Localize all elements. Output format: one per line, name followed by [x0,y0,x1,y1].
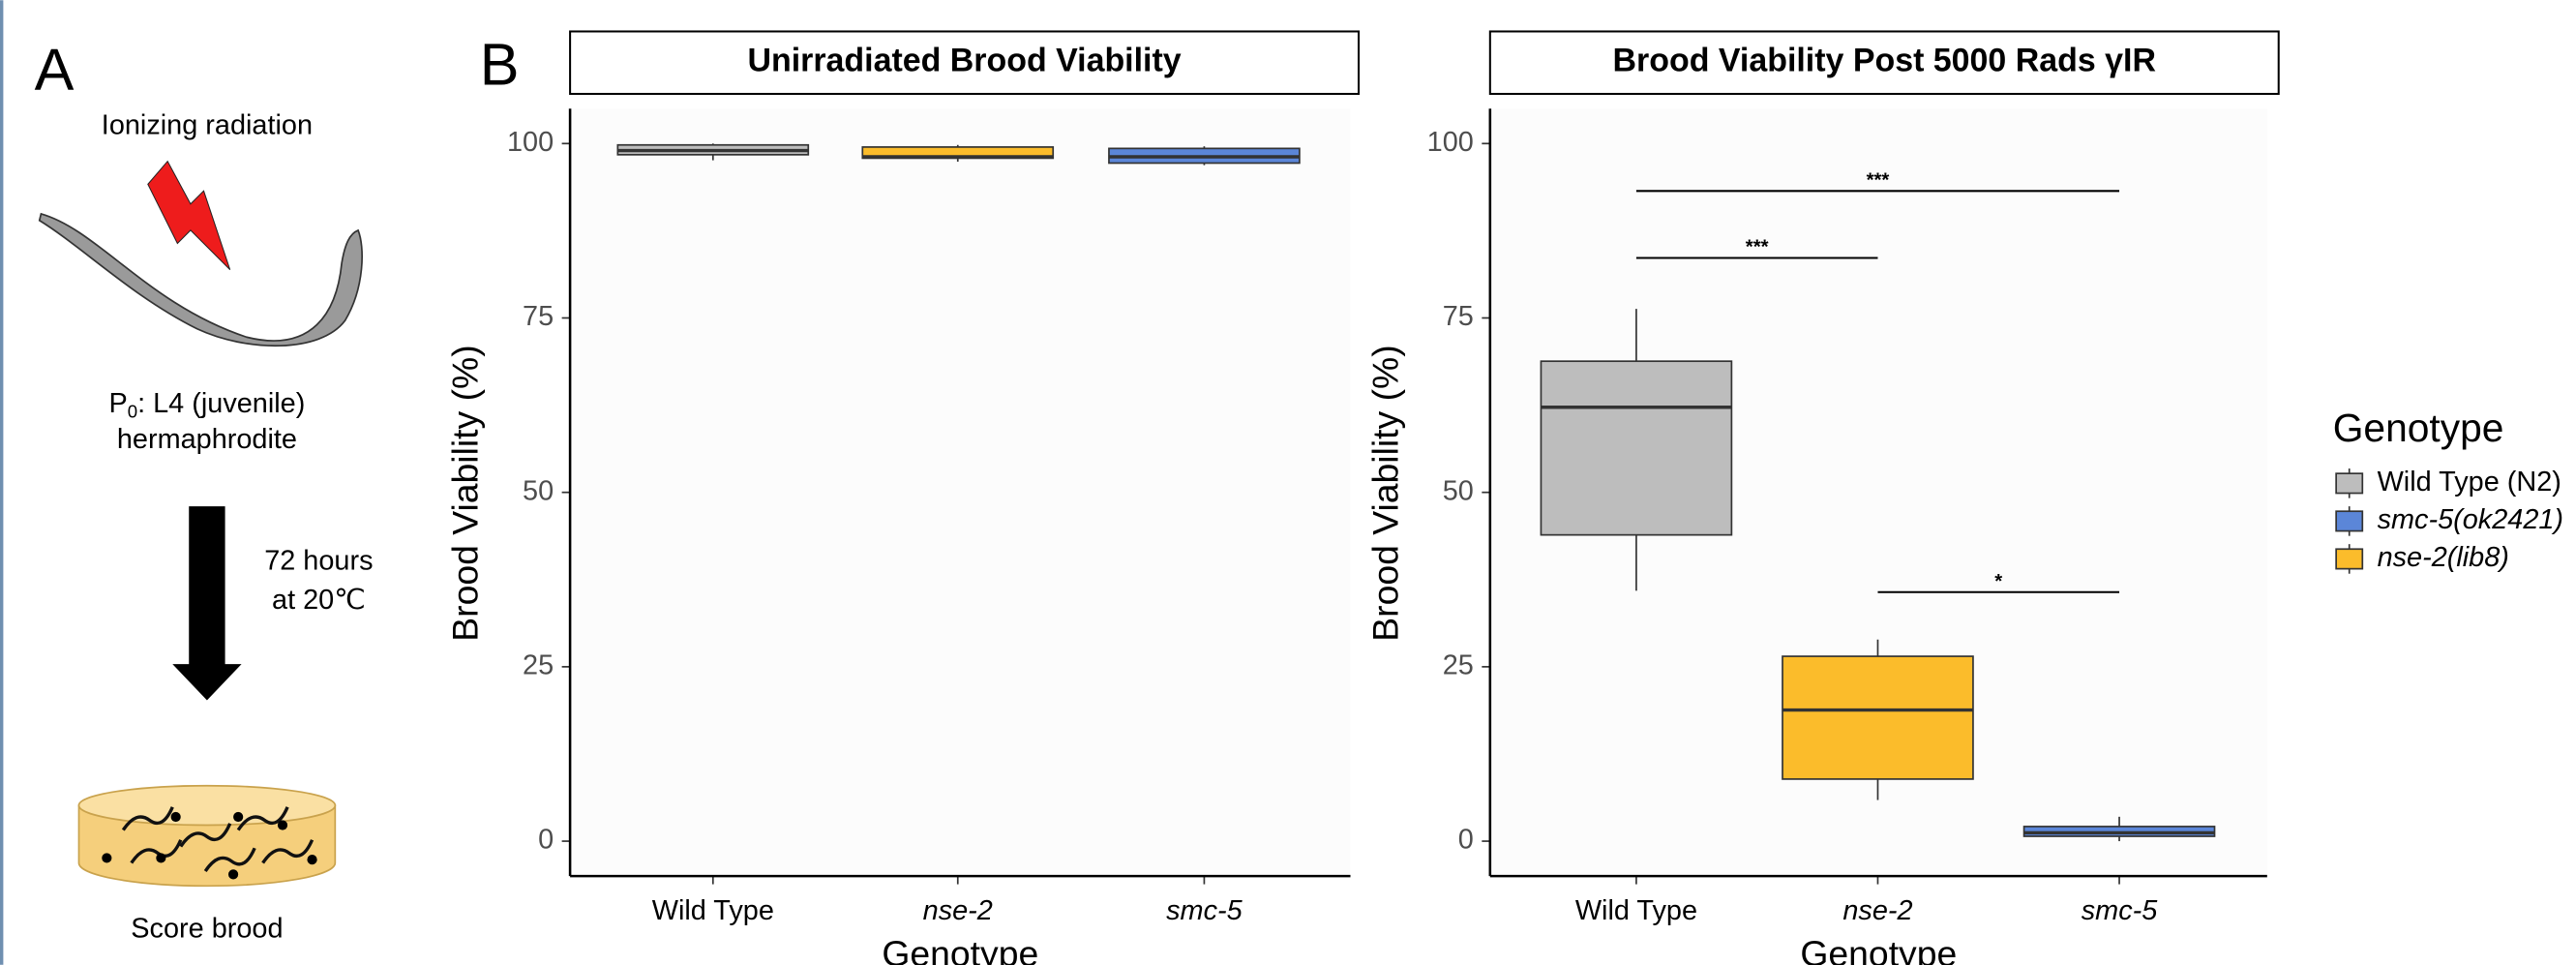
x-tick-label: nse-2 [1842,895,1912,926]
x-tick-label: smc-5 [1166,895,1243,926]
legend-key [2335,510,2364,532]
y-tick-label: 100 [1427,127,1474,158]
y-axis-title: Brood Viability (%) [445,345,486,641]
box [1540,360,1733,536]
stage-sub: 0 [128,401,137,421]
x-tick-label: Wild Type [1575,895,1697,926]
dish-top [77,784,337,827]
panel-label: A [35,37,75,103]
chart-title: Brood Viability Post 5000 Rads γIR [1613,43,2156,79]
plot-background [570,108,1351,877]
y-tick-label: 100 [507,127,554,158]
worm-icon [38,212,364,347]
stage: P [108,387,127,418]
eggs [102,811,317,880]
x-tick-label: nse-2 [923,895,993,926]
x-tick-label: Wild Type [652,895,774,926]
panel-label: B [480,32,520,98]
lightning-icon [147,160,231,271]
x-axis-title: Genotype [1800,933,1957,965]
y-tick-label: 50 [1443,475,1474,506]
y-tick-label: 0 [538,825,554,856]
y-axis-title: Brood Viability (%) [1364,345,1405,641]
step-text: P0: L4 (juvenile) [108,387,305,421]
step-text: Score brood [131,914,283,945]
y-tick-label: 25 [523,649,554,680]
significance-label: *** [1746,237,1769,258]
x-axis-title: Genotype [882,933,1038,965]
step-text: at 20℃ [272,585,366,616]
y-tick-label: 25 [1443,649,1474,680]
step-text: 72 hours [264,545,373,576]
significance-label: * [1994,571,2002,592]
strip [1488,30,2280,96]
significance-label: *** [1867,170,1890,192]
x-tick-label: smc-5 [2082,895,2159,926]
legend-label: nse-2(lib8) [2378,542,2509,573]
dish [77,804,337,888]
y-tick-label: 75 [523,301,554,332]
strip [569,30,1361,96]
y-tick-label: 75 [1443,301,1474,332]
legend-key [2335,472,2364,495]
y-tick-label: 0 [1458,825,1474,856]
step-text: hermaphrodite [117,424,297,455]
legend-key [2335,548,2364,570]
step-text: Ionizing radiation [102,110,313,141]
y-tick-label: 50 [523,475,554,506]
stage: : L4 (juvenile) [137,387,305,418]
arrow-head [172,664,242,701]
legend-title: Genotype [2333,406,2504,450]
legend-label: smc-5(ok2421) [2378,504,2563,535]
box [1782,655,1974,780]
chart-title: Unirradiated Brood Viability [747,43,1181,79]
edge [0,0,4,965]
worms [121,806,315,872]
legend-label: Wild Type (N2) [2378,467,2561,498]
arrow-shaft [189,506,225,666]
